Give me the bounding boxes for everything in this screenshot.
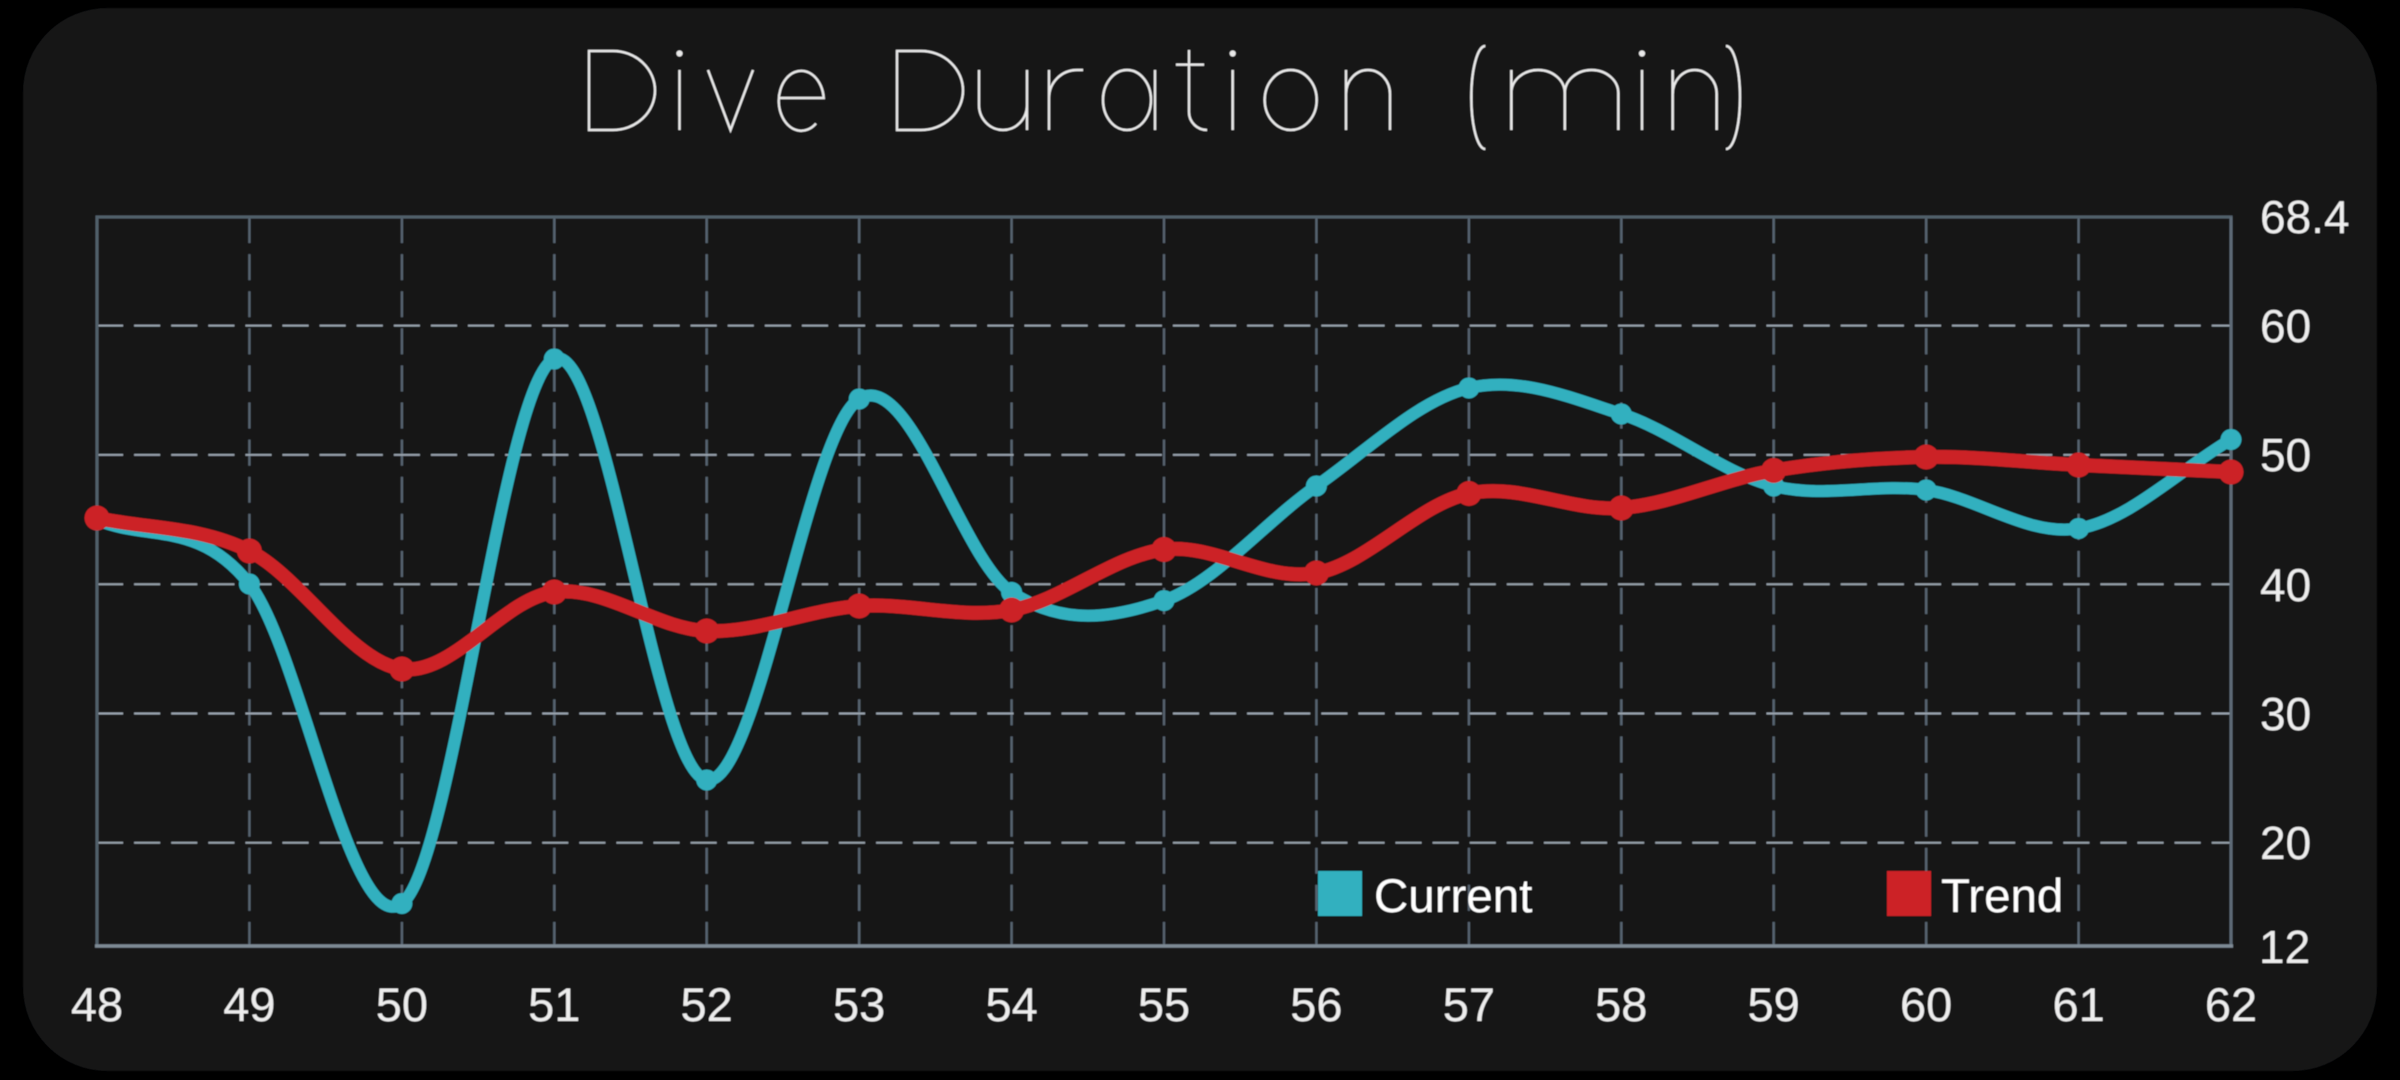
svg-text:59: 59: [1748, 978, 1800, 1031]
svg-text:61: 61: [2052, 978, 2104, 1031]
svg-text:62: 62: [2205, 978, 2257, 1031]
svg-text:40: 40: [2260, 559, 2311, 611]
svg-text:51: 51: [528, 978, 580, 1031]
svg-text:52: 52: [681, 978, 733, 1031]
svg-text:Trend: Trend: [1941, 870, 2063, 923]
svg-text:58: 58: [1595, 978, 1647, 1031]
svg-text:60: 60: [1900, 978, 1952, 1031]
svg-text:50: 50: [376, 978, 428, 1031]
svg-text:Current: Current: [1374, 870, 1532, 923]
svg-text:53: 53: [833, 978, 885, 1031]
svg-text:49: 49: [223, 978, 275, 1031]
svg-text:30: 30: [2260, 688, 2311, 740]
svg-text:56: 56: [1290, 978, 1342, 1031]
svg-text:20: 20: [2260, 817, 2311, 869]
svg-text:54: 54: [985, 978, 1037, 1031]
svg-text:50: 50: [2260, 429, 2311, 481]
svg-text:68.4: 68.4: [2260, 191, 2350, 243]
svg-text:57: 57: [1443, 978, 1495, 1031]
svg-text:60: 60: [2260, 300, 2311, 352]
svg-text:55: 55: [1138, 978, 1190, 1031]
svg-text:12: 12: [2259, 921, 2310, 973]
svg-text:48: 48: [71, 978, 123, 1031]
